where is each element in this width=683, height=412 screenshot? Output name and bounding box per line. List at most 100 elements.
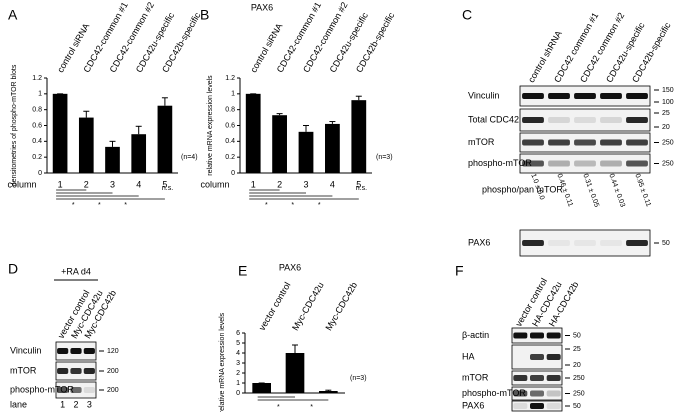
blot-band	[626, 240, 648, 246]
blot-band	[626, 117, 648, 123]
blot-band	[530, 332, 544, 339]
size-marker: 100	[662, 99, 674, 106]
error-bar	[303, 125, 309, 132]
significance-label: n.s.	[162, 185, 173, 192]
row-label: HA	[462, 351, 475, 361]
blot-band	[600, 160, 622, 167]
blot-band	[548, 160, 570, 167]
blot-band	[522, 139, 544, 146]
blot-band	[574, 240, 596, 246]
bar	[252, 383, 271, 393]
lane-number: 2	[73, 399, 78, 409]
size-marker: 250	[573, 390, 585, 397]
significance-label: *	[310, 404, 313, 411]
bar	[285, 353, 305, 393]
y-tick-label: 0.8	[225, 107, 235, 114]
lane-caption: lane	[10, 399, 27, 409]
row-label: PAX6	[462, 400, 484, 410]
sample-size-note: (n=3)	[350, 375, 367, 382]
size-marker: 250	[662, 139, 674, 146]
size-marker: 120	[107, 348, 119, 355]
ratio-value: 0.31 ± 0.05	[581, 173, 600, 208]
lane-number: 1	[60, 399, 65, 409]
row-label: mTOR	[468, 137, 495, 147]
blot-band	[70, 368, 82, 374]
blot-band	[70, 348, 82, 354]
lane-number: 3	[87, 399, 92, 409]
blot-band	[600, 93, 622, 99]
sample-size-note: (n=4)	[181, 154, 198, 161]
y-tick-label: 0.6	[32, 122, 42, 129]
blot-band	[522, 117, 544, 123]
y-tick-label: 2	[236, 370, 240, 377]
column-number: 2	[277, 179, 282, 189]
size-marker: 50	[573, 403, 581, 410]
y-tick-label: 0.2	[225, 154, 235, 161]
blot-band	[513, 332, 528, 339]
blot-band	[626, 139, 648, 146]
bar	[319, 391, 338, 393]
error-bar	[329, 121, 336, 124]
blot-band	[600, 139, 622, 146]
blot-band	[522, 160, 544, 167]
column-number: 1	[251, 179, 256, 189]
panel-letter: E	[238, 263, 247, 279]
row-label: mTOR	[10, 365, 37, 375]
blot-band	[83, 387, 95, 393]
category-label: vector control	[257, 280, 293, 332]
blot-band	[548, 93, 570, 99]
chart-title: PAX6	[251, 2, 273, 12]
significance-label: n.s.	[356, 185, 367, 192]
panel-letter: B	[200, 7, 209, 23]
blot-band	[57, 348, 69, 354]
error-bar	[355, 95, 362, 101]
blot-band	[530, 390, 544, 397]
blot-band	[83, 368, 95, 374]
panel-letter: D	[8, 261, 18, 277]
ratio-label: phospho/pan mTOR	[482, 184, 563, 194]
size-marker: 25	[573, 346, 581, 353]
column-number: 5	[356, 179, 361, 189]
y-axis-label: densitometries of phospho-mTOR blots	[11, 64, 18, 186]
sample-size-note: (n=3)	[376, 154, 393, 161]
error-bar	[135, 125, 142, 135]
column-label: column	[200, 179, 229, 189]
y-tick-label: 0.4	[32, 138, 42, 145]
y-tick-label: 1.2	[225, 75, 235, 82]
bar	[105, 146, 120, 173]
size-marker: 150	[662, 87, 674, 94]
y-tick-label: 0.2	[32, 154, 42, 161]
size-marker: 20	[662, 124, 670, 131]
y-tick-label: 1	[38, 91, 42, 98]
blot-box	[519, 108, 651, 132]
row-label: β-actin	[462, 330, 489, 340]
blot-band	[70, 387, 82, 393]
row-label: mTOR	[462, 372, 489, 382]
ratio-value: 0.44 ± 0.03	[607, 173, 626, 208]
blot-band	[574, 93, 596, 99]
blot-box	[519, 153, 651, 174]
ratio-value: 0.95 ± 0.11	[633, 173, 651, 208]
blot-band	[574, 160, 596, 167]
row-label: phospho-mTOR	[462, 388, 526, 398]
blot-band	[522, 240, 544, 246]
size-marker: 25	[662, 110, 670, 117]
y-tick-label: 0	[231, 170, 235, 177]
bar	[157, 105, 173, 173]
y-axis-label: relative mRNA expression levels	[207, 75, 214, 176]
blot-band	[530, 403, 544, 409]
column-number: 3	[303, 179, 308, 189]
bar	[351, 100, 367, 173]
blot-band	[522, 93, 544, 99]
error-bar	[109, 140, 116, 147]
column-number: 4	[136, 179, 141, 189]
blot-band	[513, 403, 528, 409]
blot-band	[513, 390, 528, 397]
y-tick-label: 0.6	[225, 122, 235, 129]
blot-band	[57, 368, 69, 374]
y-tick-label: 1.2	[32, 75, 42, 82]
row-label: phospho-mTOR	[468, 158, 532, 168]
row-label: Vinculin	[468, 90, 499, 100]
blot-band	[600, 117, 622, 123]
